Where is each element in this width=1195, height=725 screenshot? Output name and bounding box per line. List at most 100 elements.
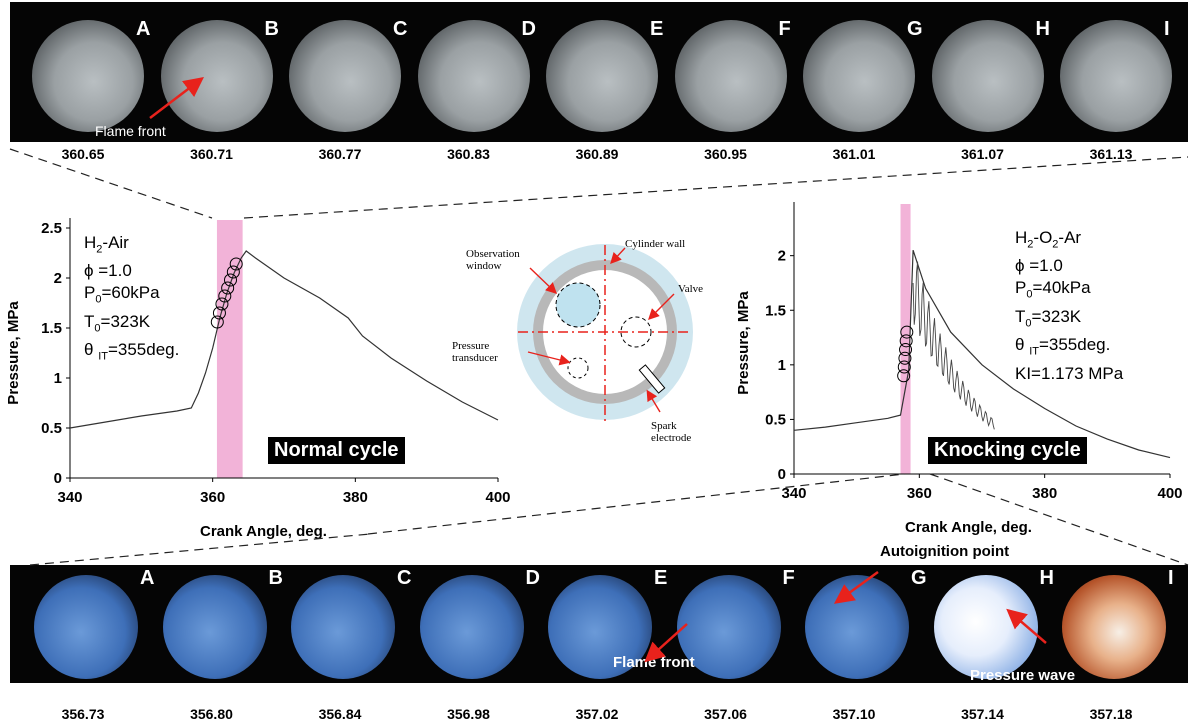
top-frame-letter: B bbox=[264, 18, 279, 40]
dashed-connector-line bbox=[929, 473, 1189, 566]
observation-window-label: Observation window bbox=[466, 248, 520, 272]
right-frame-marker bbox=[897, 360, 911, 374]
top-chamber-image bbox=[417, 20, 530, 132]
right-phi: ϕ =1.0 bbox=[1015, 256, 1063, 276]
top-crank-angle-label: 361.01 bbox=[832, 146, 876, 162]
right-x-tick-label: 380 bbox=[1032, 485, 1057, 502]
valve-circle bbox=[620, 316, 652, 348]
normal-cycle-chart: 0 0.5 1 1.5 2 2.5 340 360 380 400 Crank Angle, deg… bbox=[5, 218, 511, 540]
pressure-transducer-circle bbox=[567, 357, 589, 379]
left-phi: ϕ =1.0 bbox=[84, 261, 132, 281]
top-chamber-image bbox=[160, 20, 273, 132]
bottom-frame-f: F bbox=[671, 565, 795, 683]
left-frame-marker bbox=[226, 265, 240, 279]
autoignition-annotation: Autoignition point bbox=[880, 543, 1010, 560]
right-x-tick-label: 400 bbox=[1157, 485, 1182, 502]
bottom-frame-i: I bbox=[1056, 565, 1176, 683]
annotation-arrow bbox=[833, 570, 879, 604]
bottom-crank-angle-label: 357.02 bbox=[575, 706, 619, 722]
right-frame-marker bbox=[898, 351, 912, 365]
right-frame-marker bbox=[900, 325, 914, 339]
top-chamber-image bbox=[32, 20, 144, 132]
left-x-tick-label: 360 bbox=[200, 489, 225, 506]
bottom-chamber-image bbox=[1062, 575, 1166, 679]
bottom-crank-angle-label: 357.10 bbox=[832, 706, 876, 722]
top-crank-angle-label: 360.83 bbox=[447, 146, 490, 162]
right-knock-oscillation bbox=[912, 261, 995, 430]
top-frame-letter: H bbox=[1035, 18, 1050, 40]
right-highlight-band bbox=[900, 204, 911, 474]
top-crank-angle-label: 360.71 bbox=[190, 146, 233, 162]
bottom-frame-a: A bbox=[28, 565, 154, 683]
annotation-arrow bbox=[1006, 608, 1047, 644]
right-y-axis-label: Pressure, MPa bbox=[735, 291, 752, 395]
left-frame-marker bbox=[224, 273, 237, 287]
spark-electrode-label: Spark electrode bbox=[651, 420, 692, 444]
observation-window-circle bbox=[555, 282, 601, 328]
cylinder-diagram bbox=[517, 244, 693, 425]
knocking-cycle-badge: Knocking cycle bbox=[928, 437, 1087, 464]
diagram-pointer-arrow bbox=[527, 351, 571, 366]
diagram-pointer-arrow bbox=[610, 247, 626, 265]
top-frame-g: G bbox=[799, 2, 923, 142]
top-crank-angle-label: 360.77 bbox=[318, 146, 362, 162]
top-frame-letter: A bbox=[136, 18, 151, 40]
top-frame-c: C bbox=[285, 2, 407, 142]
left-x-axis-label: Crank Angle, deg. bbox=[200, 523, 327, 540]
dashed-connector-line bbox=[367, 473, 906, 535]
bottom-frame-letter: H bbox=[1039, 567, 1054, 589]
annotation-arrow bbox=[644, 623, 688, 663]
left-theta: θ IT=355deg. bbox=[84, 340, 180, 363]
right-x-axis-label: Crank Angle, deg. bbox=[905, 519, 1032, 536]
right-params: H2-O2-Ar ϕ =1.0 P0=40kPa T0=323K θ IT=35… bbox=[1015, 227, 1123, 385]
pressure-transducer-label: Pressure transducer bbox=[452, 340, 498, 364]
bottom-crank-angle-label: 356.73 bbox=[61, 706, 105, 722]
diagram-pointer-arrow bbox=[529, 267, 558, 294]
top-frame-a: A bbox=[28, 2, 151, 142]
left-y-axis-label: Pressure, MPa bbox=[5, 301, 22, 405]
normal-cycle-photo-strip: A B C D E F G H I bbox=[10, 2, 1188, 142]
bottom-crank-angle-label: 356.98 bbox=[447, 706, 490, 722]
top-crank-angle-label: 360.89 bbox=[575, 146, 619, 162]
right-t0: T0=323K bbox=[1015, 306, 1082, 330]
left-frame-marker bbox=[229, 257, 243, 271]
bottom-frame-b: B bbox=[157, 565, 283, 683]
right-mixture: H2-O2-Ar bbox=[1015, 228, 1082, 251]
bottom-frame-g: G bbox=[799, 565, 927, 683]
right-y-tick-label: 0.5 bbox=[765, 411, 786, 428]
bottom-crank-angle-label: 356.84 bbox=[318, 706, 362, 722]
top-frame-letter: E bbox=[650, 18, 664, 40]
top-chamber-image bbox=[289, 20, 401, 132]
valve-label: Valve bbox=[678, 283, 704, 295]
bottom-chamber-image bbox=[162, 575, 267, 679]
bottom-crank-angle-label: 357.14 bbox=[961, 706, 1004, 722]
right-x-tick-label: 360 bbox=[907, 485, 932, 502]
top-frame-b: B bbox=[157, 2, 279, 142]
top-crank-angle-label: 361.07 bbox=[961, 146, 1004, 162]
bottom-chamber-image bbox=[291, 575, 395, 679]
dashed-connectors bbox=[9, 148, 1189, 566]
top-frame-letter: D bbox=[521, 18, 536, 40]
right-y-tick-label: 2 bbox=[778, 248, 786, 265]
bottom-chamber-image bbox=[805, 575, 909, 679]
top-frame-letter: G bbox=[907, 18, 923, 40]
right-ki: KI=1.173 MPa bbox=[1015, 363, 1124, 383]
diagram-pointer-arrow bbox=[648, 293, 675, 320]
bottom-frame-e: E bbox=[542, 565, 667, 683]
left-frame-marker bbox=[221, 281, 235, 295]
knocking-cycle-chart: 0 0.5 1 1.5 2 340 360 380 400 Crank Angle, deg. Pr… bbox=[735, 202, 1183, 536]
bottom-frame-letter: B bbox=[268, 567, 283, 589]
bottom-chamber-image bbox=[676, 575, 781, 679]
top-frame-f: F bbox=[671, 2, 791, 142]
top-crank-angle-label: 360.65 bbox=[61, 146, 105, 162]
left-y-tick-label: 2 bbox=[54, 270, 62, 287]
bottom-frame-letter: C bbox=[397, 567, 412, 589]
left-frame-marker bbox=[210, 315, 224, 329]
annotation-arrow bbox=[149, 76, 204, 119]
top-frame-d: D bbox=[414, 2, 536, 142]
bottom-frame-letter: F bbox=[782, 567, 795, 589]
left-y-tick-label: 0 bbox=[54, 470, 62, 487]
bottom-crank-angle-label: 357.18 bbox=[1089, 706, 1133, 722]
bottom-chamber-image bbox=[34, 575, 138, 679]
